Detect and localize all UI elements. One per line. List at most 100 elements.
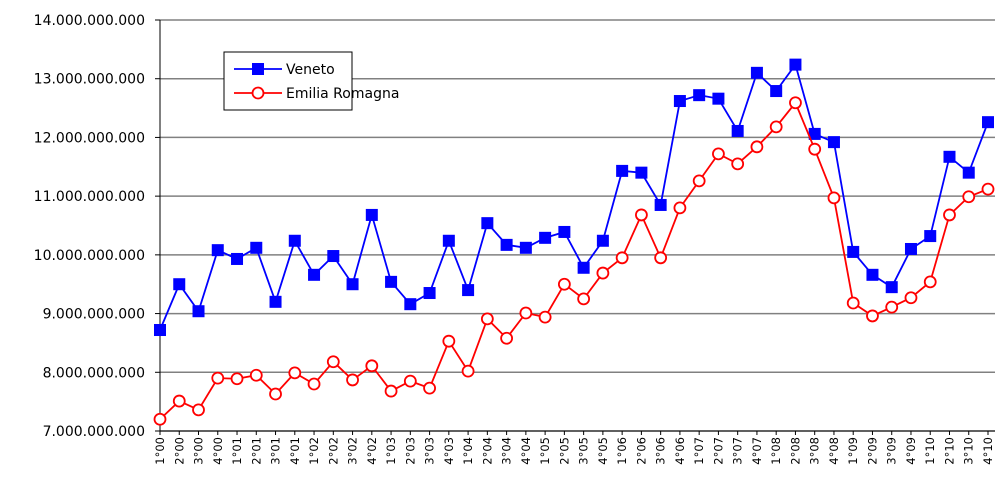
- x-tick-label: 2°07: [711, 437, 725, 465]
- marker: [365, 208, 378, 221]
- x-tick-label: 3°02: [346, 437, 360, 465]
- marker: [154, 324, 166, 337]
- x-tick-label: 4°00: [211, 437, 225, 465]
- marker: [596, 266, 610, 280]
- marker: [481, 217, 494, 230]
- marker: [365, 359, 379, 373]
- marker: [596, 234, 609, 247]
- marker: [654, 251, 668, 265]
- marker: [308, 268, 321, 281]
- x-tick-label: 2°06: [634, 437, 648, 465]
- marker: [577, 292, 591, 306]
- x-tick-label: 2°04: [480, 437, 494, 465]
- marker: [442, 334, 456, 348]
- x-tick-label: 3°09: [885, 437, 899, 465]
- marker: [251, 86, 265, 100]
- marker: [731, 157, 745, 171]
- series-markers: [154, 58, 994, 337]
- marker: [712, 147, 725, 161]
- marker: [269, 387, 282, 401]
- marker: [249, 368, 263, 382]
- marker: [172, 394, 186, 408]
- marker: [519, 241, 532, 254]
- x-tick-label: 3°07: [731, 437, 745, 465]
- marker: [789, 58, 802, 71]
- marker: [943, 150, 956, 163]
- marker: [962, 190, 976, 204]
- marker: [943, 208, 956, 222]
- marker: [211, 371, 225, 385]
- marker: [384, 384, 398, 398]
- marker: [769, 120, 783, 134]
- legend-box: [223, 51, 353, 111]
- x-tick-label: 4°02: [365, 437, 379, 465]
- x-tick-label: 1°01: [230, 437, 244, 465]
- marker: [442, 234, 455, 247]
- marker: [327, 250, 340, 263]
- marker: [712, 92, 725, 105]
- x-tick-label: 1°09: [846, 437, 860, 465]
- series-markers: [153, 96, 995, 426]
- marker: [519, 306, 533, 320]
- x-tick-label: 1°06: [615, 437, 629, 465]
- x-tick-label: 3°10: [962, 437, 976, 465]
- marker: [673, 201, 687, 215]
- x-tick-label: 3°00: [192, 437, 206, 465]
- x-tick-label: 4°07: [750, 437, 764, 465]
- legend-label: Veneto: [286, 62, 335, 78]
- marker: [750, 66, 763, 79]
- x-tick-label: 3°08: [808, 437, 822, 465]
- marker: [404, 298, 417, 311]
- marker: [962, 166, 975, 179]
- marker: [231, 252, 244, 265]
- x-tick-label: 2°10: [942, 437, 956, 465]
- marker: [654, 198, 667, 211]
- marker: [924, 230, 937, 243]
- marker: [827, 136, 840, 149]
- x-tick-label: 2°03: [403, 437, 417, 465]
- x-tick-label: 1°05: [538, 437, 552, 465]
- x-tick-label: 2°01: [249, 437, 263, 465]
- marker: [558, 225, 571, 238]
- marker: [847, 245, 860, 258]
- marker: [252, 63, 264, 75]
- marker: [462, 284, 475, 297]
- marker: [616, 164, 629, 177]
- x-tick-label: 3°03: [423, 437, 437, 465]
- x-tick-label: 1°04: [461, 437, 475, 465]
- marker: [288, 234, 301, 247]
- x-tick-label: 4°03: [442, 437, 456, 465]
- x-tick-label: 4°04: [519, 437, 533, 465]
- marker: [250, 241, 263, 254]
- marker: [538, 310, 552, 324]
- marker: [808, 127, 821, 140]
- marker: [866, 268, 879, 281]
- y-tick-label: 12.000.000.000: [34, 130, 145, 146]
- marker: [770, 85, 783, 98]
- marker: [982, 116, 994, 129]
- marker: [346, 278, 359, 291]
- x-tick-label: 3°05: [577, 437, 591, 465]
- marker: [326, 355, 340, 369]
- marker: [981, 182, 995, 196]
- marker: [269, 295, 282, 308]
- marker: [808, 142, 822, 156]
- marker: [634, 208, 648, 222]
- marker: [866, 309, 879, 323]
- y-tick-label: 14.000.000.000: [34, 13, 145, 29]
- marker: [423, 381, 436, 395]
- marker: [885, 300, 899, 314]
- x-tick-label: 1°02: [307, 437, 321, 465]
- legend-label: Emilia Romagna: [286, 86, 399, 102]
- x-tick-label: 4°06: [673, 437, 687, 465]
- marker: [385, 275, 398, 288]
- marker: [423, 287, 436, 300]
- marker: [230, 372, 244, 386]
- marker: [480, 312, 494, 326]
- y-tick-label: 9.000.000.000: [43, 307, 145, 323]
- x-tick-label: 3°01: [269, 437, 283, 465]
- marker: [500, 331, 514, 345]
- x-tick-label: 1°10: [923, 437, 937, 465]
- marker: [789, 96, 802, 110]
